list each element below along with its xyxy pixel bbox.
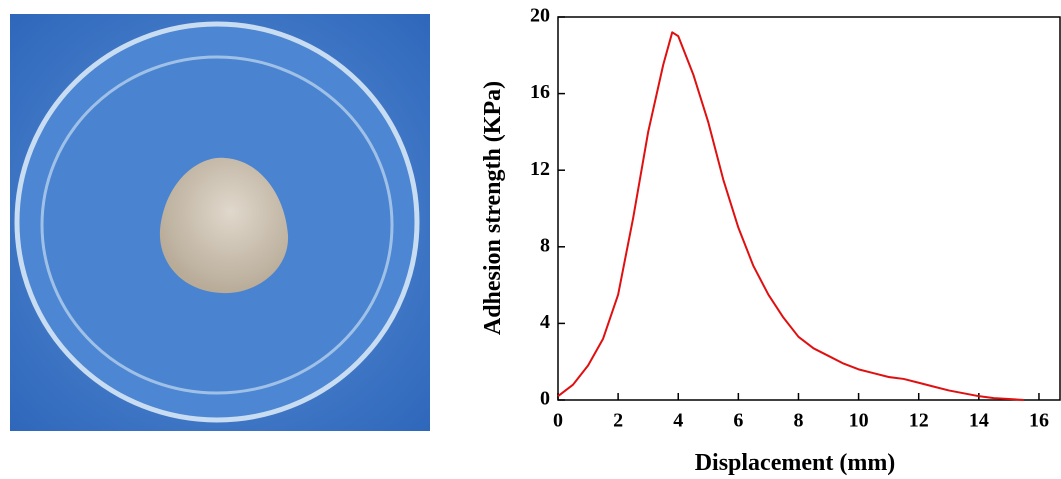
x-tick-label: 6 bbox=[733, 410, 743, 432]
y-tick-label: 0 bbox=[540, 388, 550, 410]
x-tick-label: 2 bbox=[613, 410, 623, 432]
x-tick-label: 12 bbox=[909, 410, 929, 432]
x-tick-label: 0 bbox=[553, 410, 563, 432]
y-tick-label: 4 bbox=[540, 311, 550, 333]
y-tick-label: 20 bbox=[530, 5, 550, 27]
x-tick-label: 10 bbox=[849, 410, 869, 432]
photo bbox=[10, 14, 430, 431]
plot-frame bbox=[557, 16, 1061, 401]
y-tick-label: 16 bbox=[530, 81, 550, 103]
x-tick-label: 14 bbox=[969, 410, 989, 432]
x-tick-label: 8 bbox=[793, 410, 803, 432]
x-axis-title: Displacement (mm) bbox=[695, 450, 896, 476]
y-tick-label: 12 bbox=[530, 158, 550, 180]
data-line bbox=[557, 31, 1024, 401]
x-tick-label: 4 bbox=[673, 410, 683, 432]
y-tick-label: 8 bbox=[540, 234, 550, 256]
powder bbox=[159, 157, 289, 294]
x-tick-label: 16 bbox=[1029, 410, 1049, 432]
y-axis-title: Adhesion strength (KPa) bbox=[480, 81, 506, 335]
